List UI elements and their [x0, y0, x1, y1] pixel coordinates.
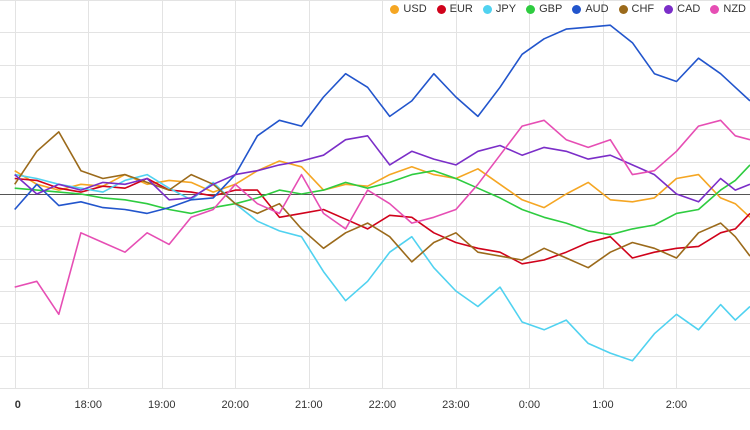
series-line-aud[interactable]: [14, 24, 750, 215]
series-line-nzd[interactable]: [14, 119, 750, 316]
legend-dot-icon: [482, 4, 492, 14]
x-tick-label: 1:00: [592, 399, 613, 411]
x-tick-label: 22:00: [369, 399, 397, 411]
legend-label: JPY: [495, 3, 517, 15]
series-lines: [14, 24, 750, 362]
legend-label: GBP: [539, 3, 563, 15]
legend-item-eur[interactable]: EUR: [436, 3, 473, 15]
legend-dot-icon: [526, 4, 536, 14]
legend-item-aud[interactable]: AUD: [572, 3, 609, 15]
legend-dot-icon: [618, 4, 628, 14]
x-axis-ticks: 0 18:00 19:00 20:00 21:00 22:00 23:00 0:00 1:00 2…: [15, 399, 687, 411]
legend-item-gbp[interactable]: GBP: [526, 3, 562, 15]
x-tick-label: 23:00: [442, 399, 470, 411]
legend-label: AUD: [585, 3, 609, 15]
legend-dot-icon: [390, 4, 400, 14]
legend-item-jpy[interactable]: JPY: [482, 3, 517, 15]
series-line-cad[interactable]: [14, 135, 750, 203]
series-line-eur[interactable]: [14, 177, 750, 265]
legend-item-usd[interactable]: USD: [390, 3, 427, 15]
legend-item-cad[interactable]: CAD: [664, 3, 700, 15]
legend-dot-icon: [572, 4, 582, 14]
legend-item-chf[interactable]: CHF: [618, 3, 655, 15]
legend-label: EUR: [449, 3, 473, 15]
legend-dot-icon: [710, 4, 720, 14]
legend-label: CAD: [677, 3, 701, 15]
legend-label: USD: [403, 3, 427, 15]
legend-item-nzd[interactable]: NZD: [710, 3, 746, 15]
series-line-jpy[interactable]: [14, 173, 750, 362]
series-line-gbp[interactable]: [14, 164, 750, 236]
x-tick-label: 19:00: [148, 399, 176, 411]
x-tick-label: 2:00: [666, 399, 687, 411]
x-tick-label: 21:00: [295, 399, 323, 411]
legend: USD EUR JPY GBP AUD CHF CAD NZD: [390, 3, 746, 15]
legend-label: NZD: [723, 3, 746, 15]
x-tick-label: 0: [15, 399, 21, 411]
x-tick-label: 0:00: [519, 399, 540, 411]
legend-dot-icon: [436, 4, 446, 14]
legend-label: CHF: [631, 3, 655, 15]
legend-dot-icon: [664, 4, 674, 14]
x-tick-label: 18:00: [74, 399, 102, 411]
x-tick-label: 20:00: [222, 399, 250, 411]
